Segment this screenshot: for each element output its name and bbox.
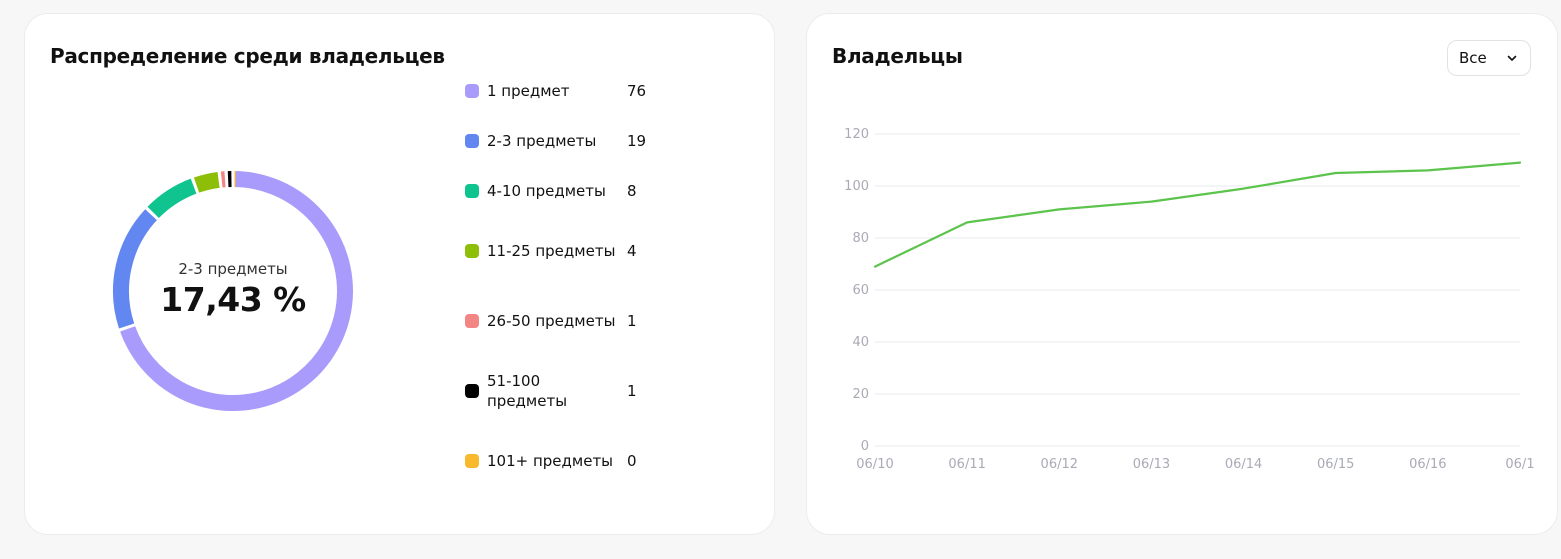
- y-tick-label: 20: [852, 387, 869, 402]
- legend-item[interactable]: 11-25 предметы 4: [465, 229, 665, 273]
- donut-slice[interactable]: [120, 171, 353, 411]
- legend-item[interactable]: 2-3 предметы 19: [465, 119, 665, 163]
- donut-slice[interactable]: [147, 178, 197, 219]
- legend-label: 101+ предметы: [487, 452, 614, 470]
- distribution-card: Распределение среди владельцев 2-3 предм…: [24, 13, 775, 535]
- x-tick-label: 06/11: [948, 457, 985, 472]
- y-tick-label: 100: [844, 179, 869, 194]
- legend-label: 11-25 предметы: [487, 242, 616, 260]
- owners-data-point[interactable]: [1240, 185, 1248, 193]
- owners-data-point[interactable]: [963, 218, 971, 226]
- y-tick-label: 60: [852, 283, 869, 298]
- owners-title: Владельцы: [832, 44, 963, 68]
- chevron-down-icon: [1507, 55, 1517, 61]
- y-tick-label: 120: [844, 127, 869, 142]
- y-tick-label: 0: [861, 439, 869, 454]
- legend-item[interactable]: 51-100 предметы 1: [465, 369, 665, 413]
- legend-swatch: [465, 454, 479, 468]
- owners-data-point[interactable]: [1055, 205, 1063, 213]
- legend-label: 51-100 предметы: [487, 372, 568, 410]
- x-tick-label: 06/15: [1317, 457, 1354, 472]
- owners-card: Владельцы Все 0 20 40 60 80 100 120 06/10 06/11 0…: [806, 13, 1558, 535]
- y-tick-label: 40: [852, 335, 869, 350]
- owners-data-point[interactable]: [871, 263, 879, 271]
- owners-data-point[interactable]: [1424, 166, 1432, 174]
- owners-data-point[interactable]: [1332, 169, 1340, 177]
- legend-item[interactable]: 26-50 предметы 1: [465, 299, 665, 343]
- legend-swatch: [465, 314, 479, 328]
- x-tick-label: 06/14: [1225, 457, 1262, 472]
- legend-swatch: [465, 184, 479, 198]
- distribution-title: Распределение среди владельцев: [50, 44, 445, 68]
- legend-item[interactable]: 4-10 предметы 8: [465, 169, 665, 213]
- legend-count: 19: [627, 132, 647, 150]
- x-tick-label: 06/13: [1133, 457, 1170, 472]
- legend-count: 1: [627, 312, 637, 330]
- legend-swatch: [465, 244, 479, 258]
- legend-label: 2-3 предметы: [487, 132, 597, 150]
- legend-count: 4: [627, 242, 637, 260]
- owners-line-chart: 0 20 40 60 80 100 120 06/10 06/11 06/12 06/13 06/14…: [844, 127, 1534, 472]
- y-tick-label: 80: [852, 231, 869, 246]
- legend-item[interactable]: 101+ предметы 0: [465, 439, 665, 483]
- period-dropdown[interactable]: Все: [1447, 40, 1531, 76]
- legend-label: 26-50 предметы: [487, 312, 616, 330]
- donut-slice[interactable]: [193, 172, 220, 193]
- x-tick-label: 06/12: [1041, 457, 1078, 472]
- x-tick-label: 06/16: [1409, 457, 1446, 472]
- owners-data-point[interactable]: [1147, 198, 1155, 206]
- x-tick-label: 06/10: [856, 457, 893, 472]
- donut-slice[interactable]: [113, 209, 158, 329]
- legend-swatch: [465, 384, 479, 398]
- owners-series-line: [873, 161, 1522, 268]
- legend-count: 0: [627, 452, 637, 470]
- legend-item[interactable]: 1 предмет 76: [465, 69, 665, 113]
- legend-count: 1: [627, 382, 637, 400]
- legend-swatch: [465, 84, 479, 98]
- legend-label: 1 предмет: [487, 82, 570, 100]
- owners-data-point[interactable]: [1516, 159, 1524, 167]
- donut-chart: [113, 171, 353, 411]
- legend-swatch: [465, 134, 479, 148]
- legend-count: 76: [627, 82, 647, 100]
- legend-count: 8: [627, 182, 637, 200]
- legend-label: 4-10 предметы: [487, 182, 606, 200]
- x-tick-label: 06/1: [1505, 457, 1534, 472]
- period-dropdown-value: Все: [1459, 49, 1487, 67]
